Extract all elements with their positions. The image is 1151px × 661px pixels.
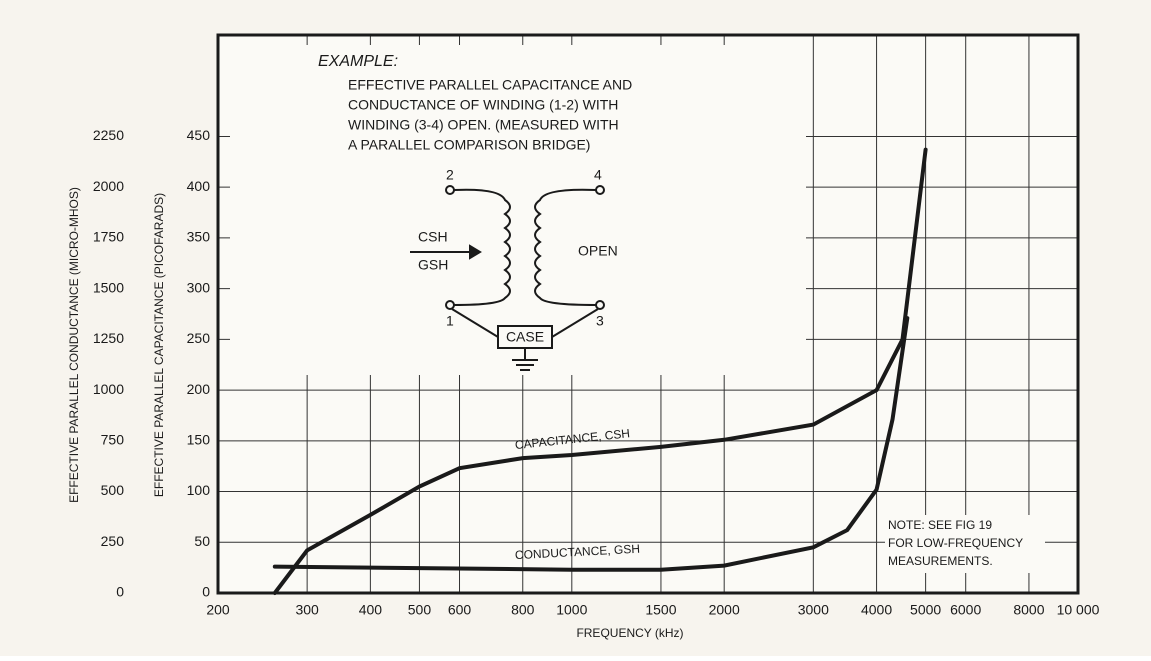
open-label: OPEN [578, 243, 618, 259]
series-label: CONDUCTANCE, GSH [515, 542, 641, 563]
y-tick-label: 250 [187, 330, 211, 346]
x-tick-label: 600 [448, 602, 472, 618]
note: NOTE: SEE FIG 19 [888, 518, 992, 532]
y-tick-label: 0 [202, 584, 210, 600]
x-tick-label: 4000 [861, 602, 892, 618]
case-label: CASE [506, 329, 544, 345]
x-tick-label: 8000 [1013, 602, 1044, 618]
y2-tick-label: 1500 [93, 279, 124, 295]
y2-tick-label: 1000 [93, 381, 124, 397]
y-tick-label: 150 [187, 432, 211, 448]
note-panel [885, 515, 1045, 573]
plot-frame [216, 33, 1080, 595]
x-tick-label: 800 [511, 602, 535, 618]
y2-tick-label: 750 [101, 432, 125, 448]
x-tick-label: 5000 [910, 602, 941, 618]
circuit-diagram [410, 185, 605, 371]
terminal-label: 3 [596, 313, 604, 329]
y-tick-label: 300 [187, 279, 211, 295]
y2-tick-label: 2000 [93, 178, 124, 194]
chart-title: EXAMPLE: [318, 53, 398, 70]
subtitle: CONDUCTANCE OF WINDING (1-2) WITH [348, 97, 618, 113]
x-tick-label: 200 [206, 602, 230, 618]
y-tick-label: 50 [194, 533, 210, 549]
inset-panel [230, 45, 806, 375]
subtitle: EFFECTIVE PARALLEL CAPACITANCE AND [348, 77, 632, 93]
x-tick-label: 2000 [709, 602, 740, 618]
data-line [272, 316, 910, 572]
y-tick-label: 100 [187, 482, 211, 498]
y-tick-label: 200 [187, 381, 211, 397]
terminal-label: 1 [446, 313, 454, 329]
input-label: CSH [418, 229, 448, 245]
x-tick-label: 6000 [950, 602, 981, 618]
note: FOR LOW-FREQUENCY [888, 536, 1023, 550]
y2-tick-label: 1250 [93, 330, 124, 346]
x-tick-label: 400 [359, 602, 383, 618]
y2-tick-label: 0 [116, 584, 124, 600]
y-axis-label: EFFECTIVE PARALLEL CAPACITANCE (PICOFARA… [152, 193, 166, 497]
subtitle: WINDING (3-4) OPEN. (MEASURED WITH [348, 117, 619, 133]
x-axis-label: FREQUENCY (kHz) [576, 626, 683, 640]
y-tick-label: 350 [187, 229, 211, 245]
y2-tick-label: 250 [101, 533, 125, 549]
note: MEASUREMENTS. [888, 554, 993, 568]
x-tick-label: 1000 [556, 602, 587, 618]
y2-axis-label: EFFECTIVE PARALLEL CONDUCTANCE (MICRO-MH… [67, 187, 81, 503]
x-tick-label: 500 [408, 602, 432, 618]
y-tick-label: 450 [187, 127, 211, 143]
y2-tick-label: 1750 [93, 229, 124, 245]
terminal-label: 4 [594, 167, 602, 183]
data-line [272, 147, 928, 595]
y2-tick-label: 2250 [93, 127, 124, 143]
input-label: GSH [418, 257, 448, 273]
x-tick-label: 300 [295, 602, 319, 618]
y-tick-label: 400 [187, 178, 211, 194]
terminal-label: 2 [446, 167, 454, 183]
x-tick-label: 10 000 [1057, 602, 1100, 618]
y2-tick-label: 500 [101, 482, 125, 498]
x-tick-label: 1500 [645, 602, 676, 618]
subtitle: A PARALLEL COMPARISON BRIDGE) [348, 137, 590, 153]
x-tick-label: 3000 [798, 602, 829, 618]
